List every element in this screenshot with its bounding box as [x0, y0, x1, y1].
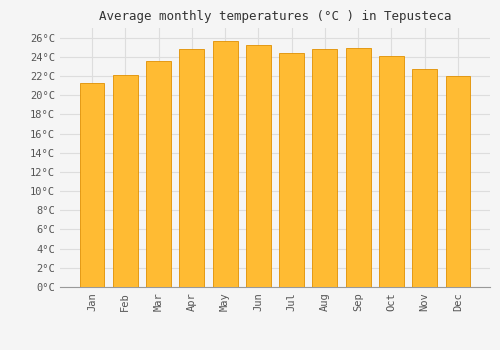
Bar: [312, 49, 338, 287]
Bar: [412, 69, 437, 287]
Bar: [346, 48, 370, 287]
Bar: [212, 41, 238, 287]
Title: Average monthly temperatures (°C ) in Tepusteca: Average monthly temperatures (°C ) in Te…: [99, 10, 451, 23]
Bar: [113, 75, 138, 287]
Bar: [180, 49, 204, 287]
Bar: [146, 61, 171, 287]
Bar: [446, 76, 470, 287]
Bar: [379, 56, 404, 287]
Bar: [80, 83, 104, 287]
Bar: [246, 45, 271, 287]
Bar: [279, 53, 304, 287]
